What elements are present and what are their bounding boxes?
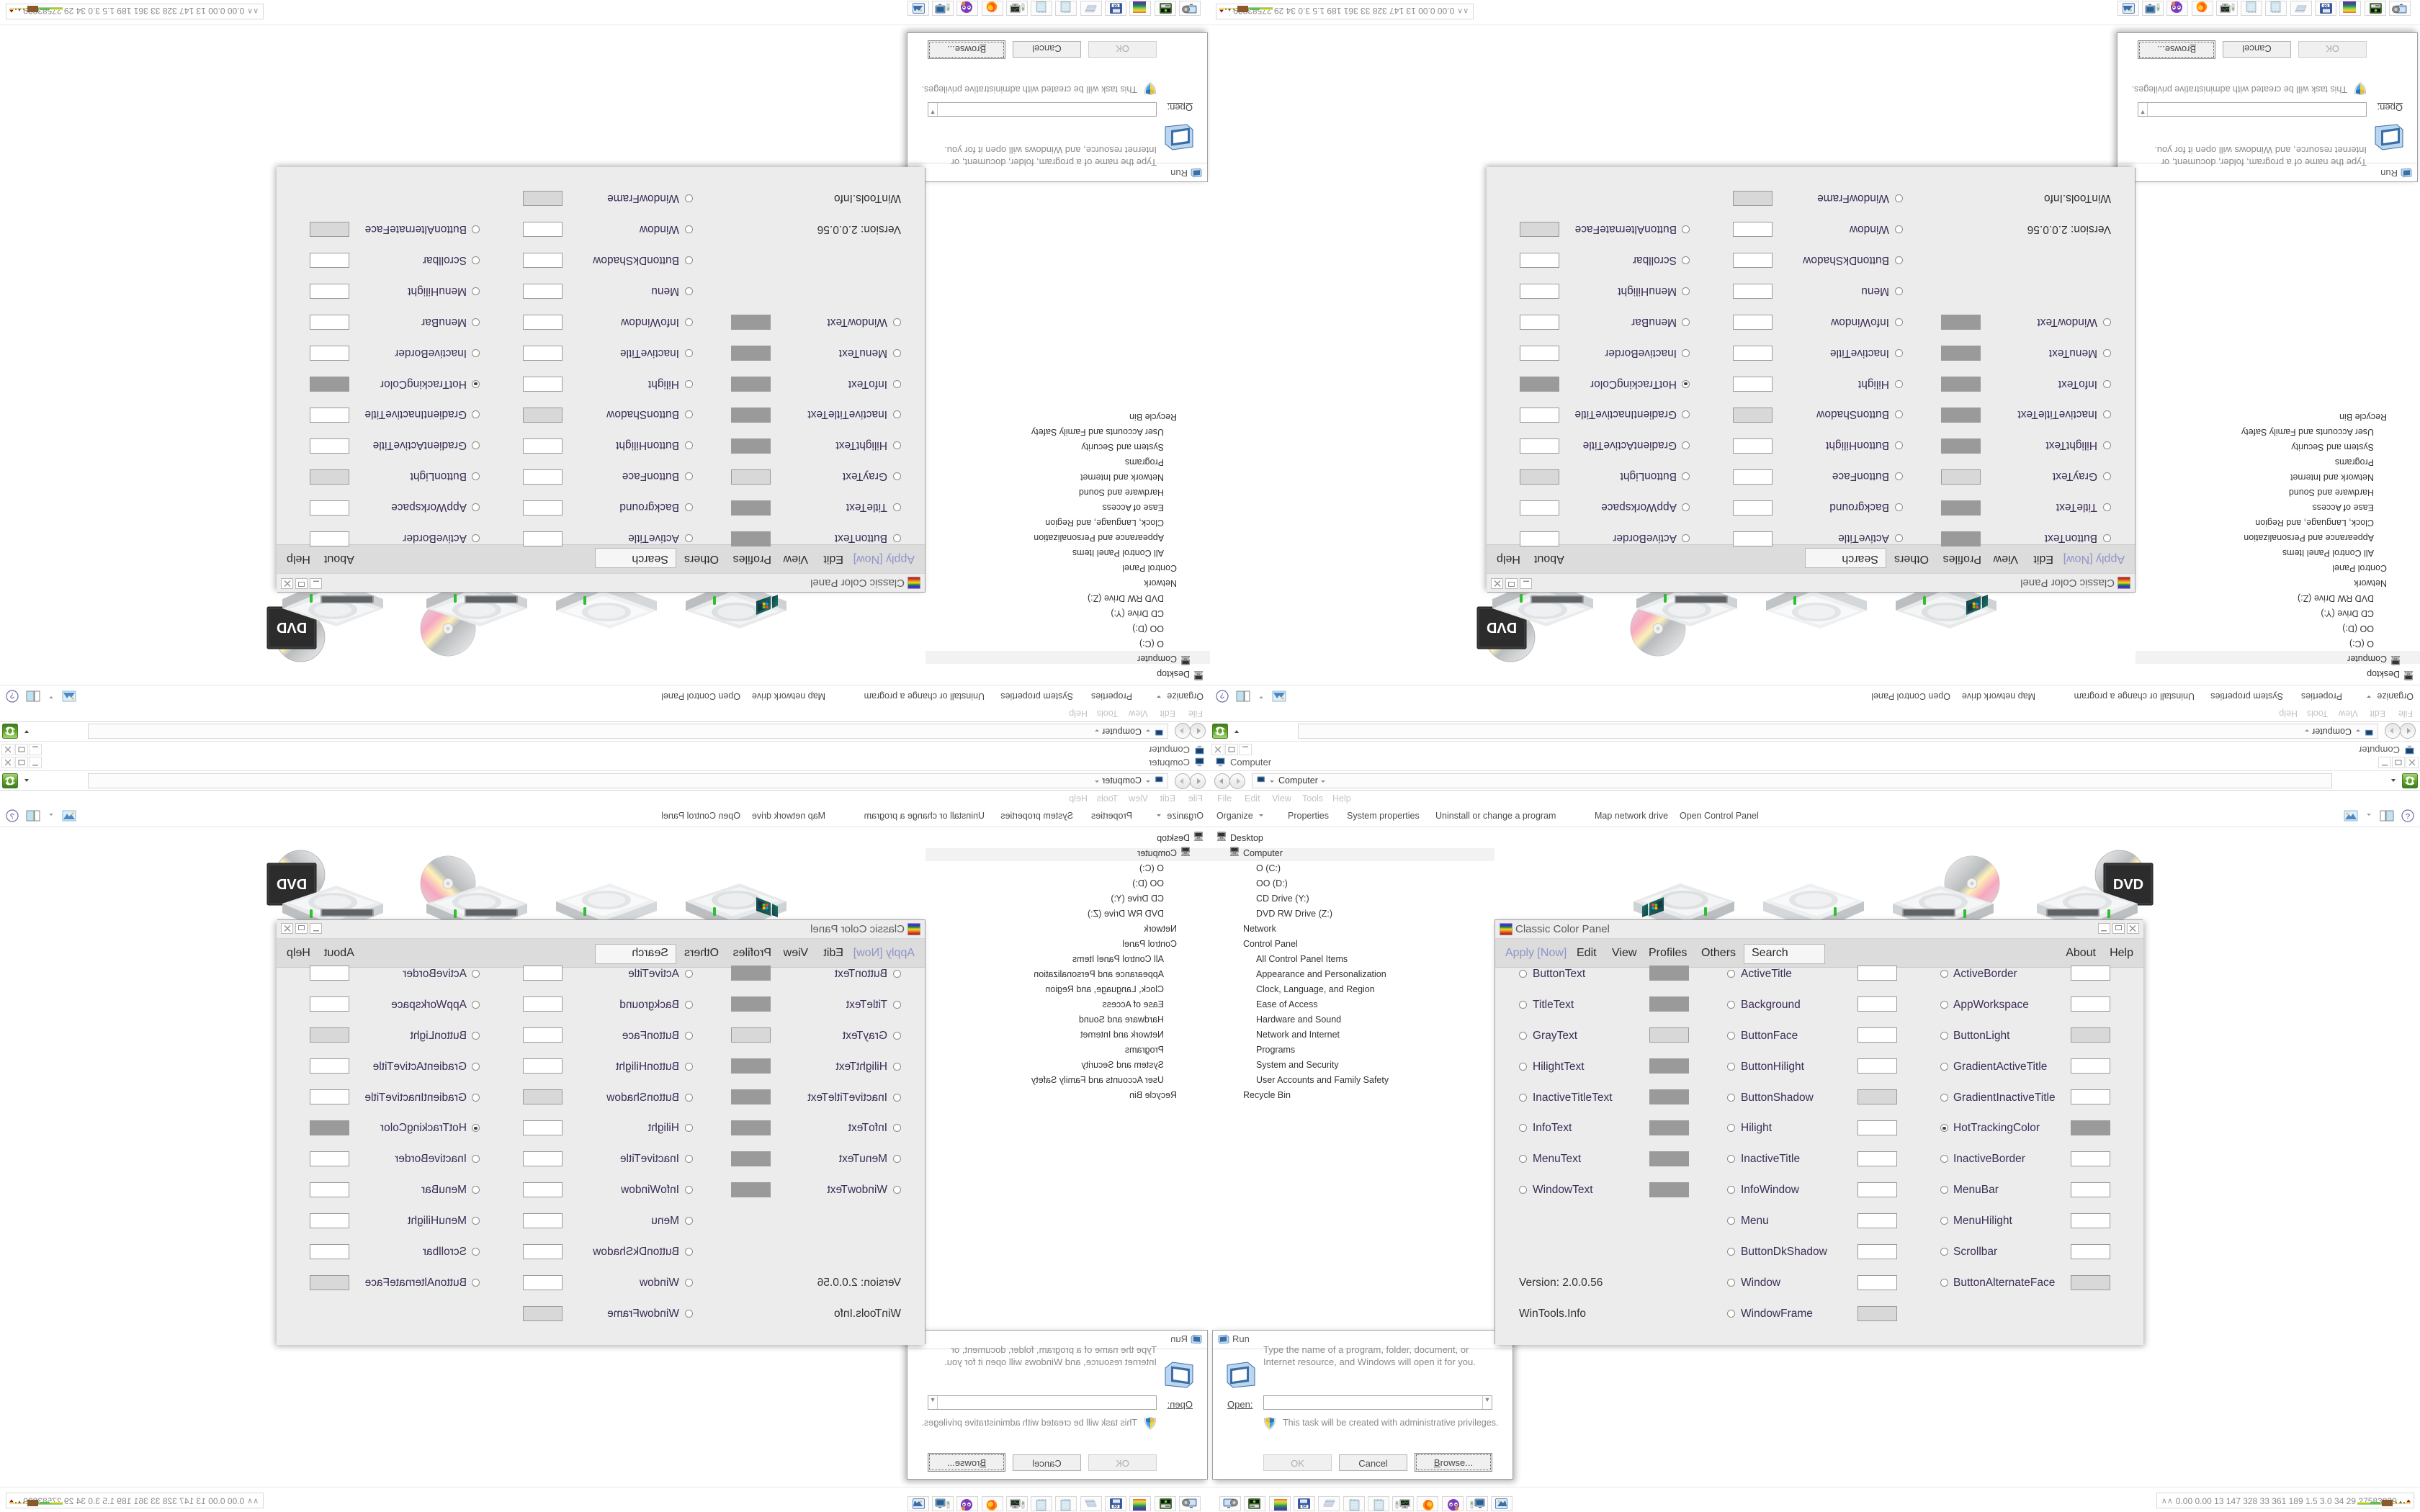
svg-text:64: 64 (1302, 1505, 1307, 1509)
svg-text:64: 64 (2323, 3, 2328, 7)
svg-text:64: 64 (1113, 1505, 1118, 1509)
svg-text:?: ? (10, 813, 14, 822)
svg-text:DVD: DVD (2112, 877, 2143, 893)
svg-text:DVD: DVD (1487, 619, 1517, 635)
svg-text:64: 64 (1113, 3, 1118, 7)
svg-text:DVD: DVD (277, 619, 307, 635)
svg-text:DVD: DVD (277, 877, 307, 893)
svg-text:?: ? (2406, 813, 2410, 822)
svg-text:?: ? (1220, 691, 1224, 700)
svg-text:?: ? (10, 691, 14, 700)
